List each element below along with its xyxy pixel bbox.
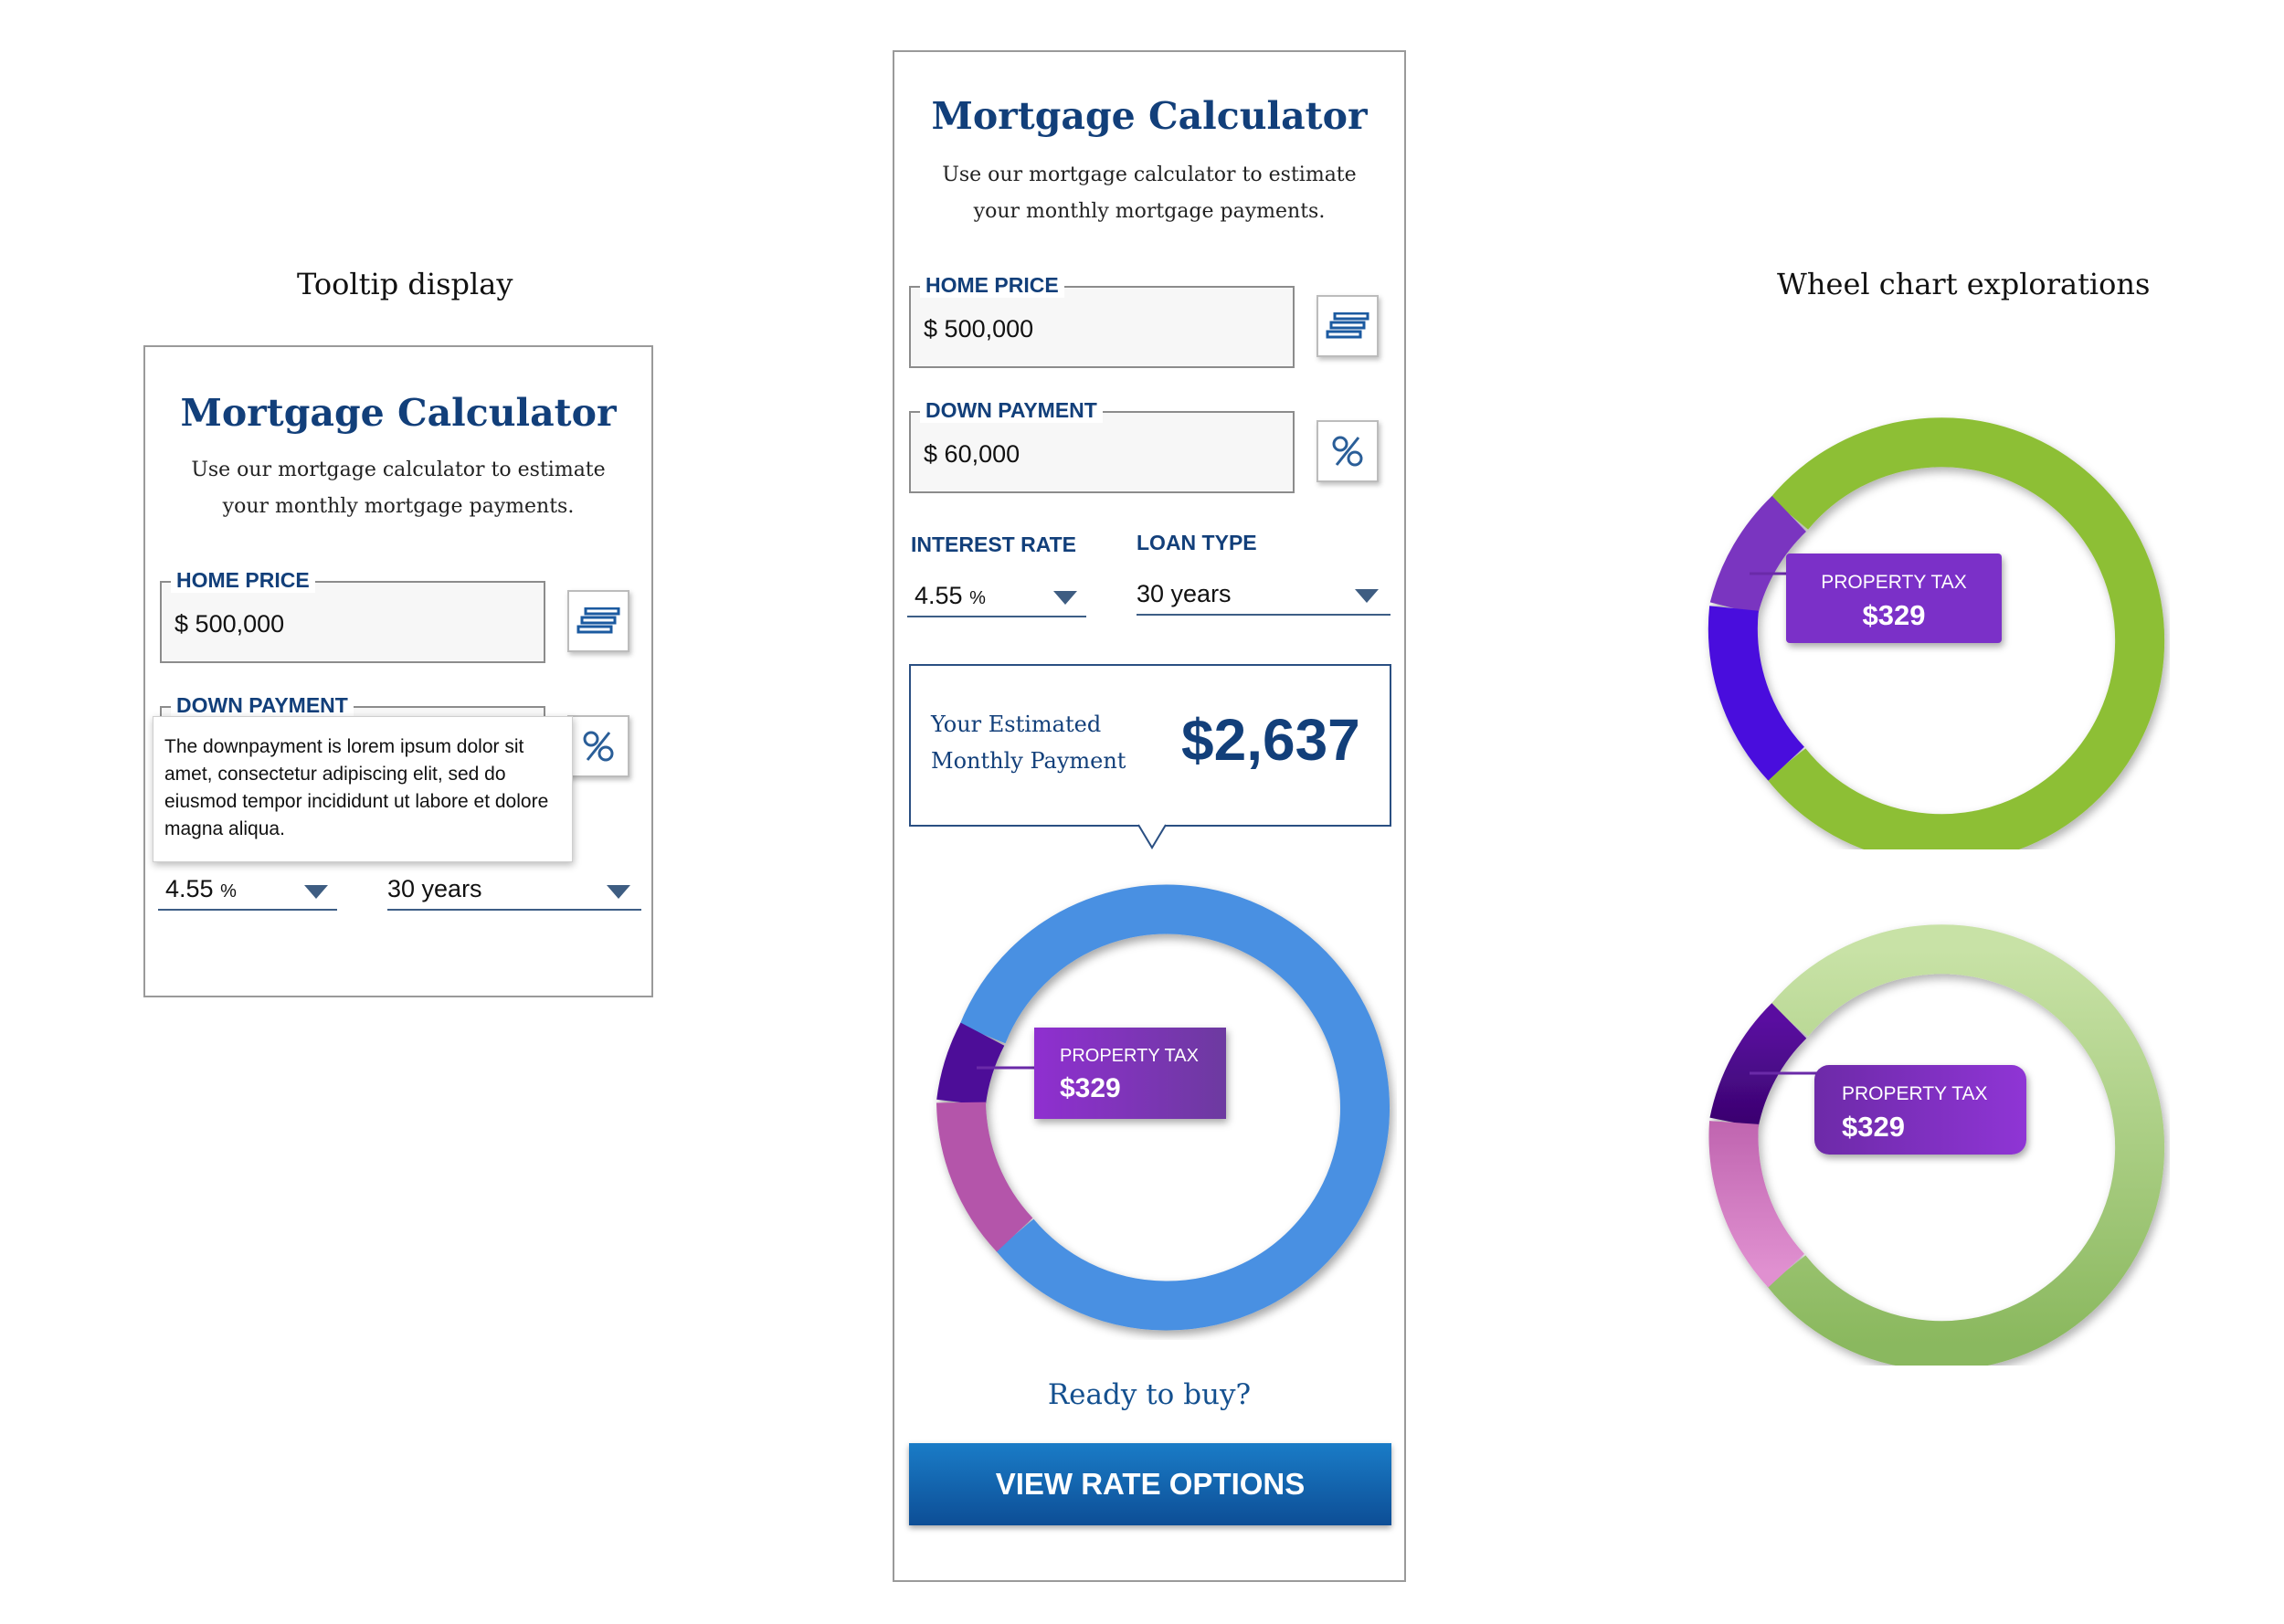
principal-interest-segment [959,884,1390,1331]
tag-label: PROPERTY TAX [1060,1046,1199,1066]
calculator-subtitle-line2: your monthly mortgage payments. [973,200,1326,223]
wheel-explorations-heading: Wheel chart explorations [1777,267,2151,301]
mobile-calculator-card: Mortgage Calculator Use our mortgage cal… [893,50,1406,1582]
loan-type-label: LOAN TYPE [1137,531,1257,554]
payment-box-pointer [1138,824,1166,849]
loan-type-underline [1137,614,1390,616]
tag-value: $329 [1862,599,1926,631]
currency-symbol: $ [924,315,938,343]
wheel-chart-green-vivid [1708,417,2165,849]
tag-label: PROPERTY TAX [1821,572,1967,593]
calculator-subtitle-line1: Use our mortgage calculator to estimate [942,163,1357,186]
estimated-payment-box: Your Estimated Monthly Payment $2,637 [909,664,1391,827]
monthly-payment-amount: $2,637 [1181,707,1360,773]
tooltip-text: The downpayment is lorem ipsum dolor sit… [164,736,549,839]
interest-rate-select[interactable]: 4.55 % [915,582,986,610]
green-segment [1767,924,2165,1366]
home-price-field[interactable]: HOME PRICE $ 500,000 [160,568,545,663]
down-payment-tooltip: The downpayment is lorem ipsum dolor sit… [153,716,573,862]
property-tax-segment [936,1022,1005,1106]
percent-icon [583,731,614,762]
loan-type-dropdown-icon[interactable] [1355,589,1379,603]
percent-icon-button[interactable] [1316,420,1379,482]
home-price-field[interactable]: HOME PRICE $ 500,000 [909,273,1295,368]
interest-rate-underline [158,909,337,911]
interest-rate-label: INTEREST RATE [911,533,1077,556]
tag-value: $329 [1842,1111,1905,1143]
loan-type-underline [387,909,641,911]
interest-rate-select[interactable]: 4.55 % [165,875,237,903]
tag-label: PROPERTY TAX [1842,1083,1988,1104]
view-rate-options-button[interactable]: VIEW RATE OPTIONS [909,1443,1391,1525]
payment-breakdown-donut [936,884,1390,1331]
interest-rate-underline [907,616,1086,617]
currency-symbol: $ [174,610,189,638]
interest-rate-value: 4.55 [165,875,214,902]
percent-icon [1332,436,1363,467]
pink-segment [1708,1121,1805,1288]
down-payment-label: DOWN PAYMENT [920,398,1103,423]
calculator-subtitle-line1: Use our mortgage calculator to estimate [191,459,606,481]
calculator-title: Mortgage Calculator [931,94,1368,138]
interest-rate-value: 4.55 [915,582,963,609]
home-price-label: HOME PRICE [920,273,1064,298]
ready-to-buy-text: Ready to buy? [1047,1378,1252,1411]
down-payment-value: 60,000 [944,440,1020,468]
purple-segment [1709,496,1807,616]
wheel-chart-green-soft [1708,924,2165,1366]
stacked-bills-icon-button[interactable] [1316,295,1379,357]
property-tax-tag: PROPERTY TAX $329 [1814,1065,2026,1155]
calculator-title: Mortgage Calculator [180,391,617,435]
stacked-bills-icon [1326,312,1369,339]
loan-type-dropdown-icon[interactable] [607,885,630,899]
tooltip-display-heading: Tooltip display [297,267,513,301]
interest-rate-unit: % [969,588,986,608]
home-price-value: 500,000 [195,610,285,638]
loan-type-select[interactable]: 30 years [1137,580,1232,607]
insurance-segment [936,1102,1033,1252]
payment-label-line2: Monthly Payment [931,748,1126,774]
property-tax-tag: PROPERTY TAX $329 [1034,1028,1226,1119]
interest-rate-unit: % [220,881,237,902]
down-payment-field[interactable]: DOWN PAYMENT $ 60,000 [909,398,1295,493]
tag-value: $329 [1060,1073,1121,1103]
down-payment-label: DOWN PAYMENT [171,693,354,718]
tooltip-display-card: Mortgage Calculator Use our mortgage cal… [143,345,653,997]
stacked-bills-icon [576,607,620,634]
interest-rate-dropdown-icon[interactable] [1053,591,1077,605]
violet-segment [1708,606,1805,781]
green-segment [1767,417,2165,849]
home-price-label: HOME PRICE [171,568,315,593]
percent-icon-button[interactable] [567,715,629,777]
currency-symbol: $ [924,440,938,468]
payment-label-line1: Your Estimated [931,712,1102,737]
property-tax-tag: PROPERTY TAX $329 [1786,554,2002,643]
home-price-value: 500,000 [944,315,1034,343]
calculator-subtitle-line2: your monthly mortgage payments. [222,495,575,518]
loan-type-select[interactable]: 30 years [387,875,482,902]
interest-rate-dropdown-icon[interactable] [304,885,328,899]
stacked-bills-icon-button[interactable] [567,590,629,652]
purple-segment [1709,1003,1807,1128]
